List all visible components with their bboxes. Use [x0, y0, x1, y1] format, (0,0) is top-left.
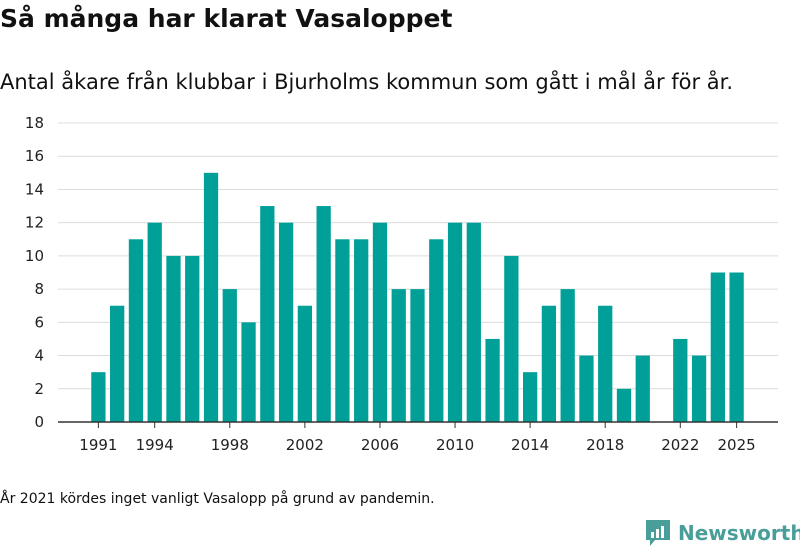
chart-subtitle: Antal åkare från klubbar i Bjurholms kom… [0, 70, 734, 94]
bar-2012 [485, 338, 500, 422]
bars [91, 172, 744, 422]
x-tick-label: 1994 [136, 436, 174, 454]
x-tick-label: 2014 [511, 436, 549, 454]
axes: 0 2 4 6 8 10 12 14 16 18 1991 1994 1998 2002 2006 2010 2… [25, 114, 778, 454]
newsworthy-logo-icon [646, 520, 670, 546]
bar-chart: 0 2 4 6 8 10 12 14 16 18 1991 1994 1998 2002 2006 2010 2… [25, 114, 778, 454]
bar-2000 [260, 206, 275, 422]
bar-1996 [185, 255, 200, 422]
bar-1998 [222, 289, 237, 422]
bar-2011 [466, 222, 481, 422]
bar-2005 [354, 239, 369, 422]
brand[interactable]: Newsworthy [646, 520, 800, 546]
y-tick-label: 8 [34, 280, 44, 298]
bar-1995 [166, 255, 181, 422]
x-tick-label: 2006 [361, 436, 399, 454]
bar-2019 [616, 388, 632, 422]
bar-2008 [410, 289, 425, 422]
bar-2014 [522, 372, 538, 422]
bar-1992 [110, 305, 125, 422]
y-tick-label: 10 [25, 247, 44, 265]
bar-2025 [729, 272, 744, 422]
bar-2016 [560, 289, 575, 422]
brand-name: Newsworthy [678, 521, 800, 545]
bar-2002 [297, 305, 313, 422]
bar-2017 [579, 355, 594, 422]
bar-1991 [91, 372, 106, 422]
bar-2007 [391, 289, 406, 422]
bar-2009 [429, 239, 444, 422]
y-tick-label: 12 [25, 214, 44, 232]
bar-2013 [504, 255, 519, 422]
x-tick-label: 2010 [436, 436, 474, 454]
bar-2022 [673, 338, 688, 422]
bar-2024 [710, 272, 725, 422]
bar-1997 [203, 172, 219, 422]
y-tick-label: 14 [25, 180, 44, 198]
bar-2006 [372, 222, 388, 422]
y-tick-label: 2 [34, 380, 44, 398]
bar-2023 [691, 355, 707, 422]
bar-2015 [541, 305, 557, 422]
x-tick-label: 2025 [718, 436, 756, 454]
bar-2020 [635, 355, 650, 422]
y-tick-label: 18 [25, 114, 44, 132]
bar-2010 [447, 222, 463, 422]
bar-2004 [335, 239, 350, 422]
bar-2001 [278, 222, 294, 422]
y-tick-label: 6 [34, 313, 44, 331]
bar-2003 [316, 206, 331, 422]
y-tick-label: 16 [25, 147, 44, 165]
bar-1999 [241, 322, 256, 422]
x-tick-label: 1991 [79, 436, 117, 454]
y-tick-label: 4 [34, 347, 44, 365]
footnote: År 2021 kördes inget vanligt Vasalopp på… [0, 491, 435, 507]
y-tick-label: 0 [34, 413, 44, 431]
x-tick-label: 2002 [286, 436, 324, 454]
bar-2018 [598, 305, 613, 422]
x-tick-label: 1998 [211, 436, 249, 454]
chart-title: Så många har klarat Vasaloppet [0, 4, 453, 33]
x-tick-label: 2018 [586, 436, 624, 454]
x-tick-label: 2022 [661, 436, 699, 454]
bar-1994 [147, 222, 162, 422]
bar-1993 [128, 239, 144, 422]
